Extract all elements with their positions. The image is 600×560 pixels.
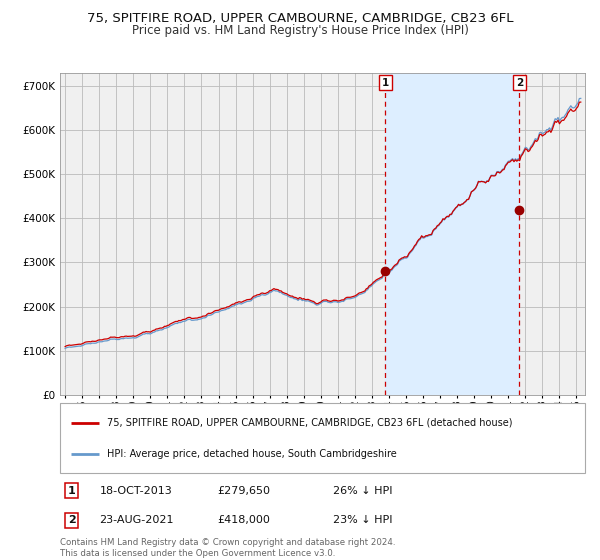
- Text: 75, SPITFIRE ROAD, UPPER CAMBOURNE, CAMBRIDGE, CB23 6FL (detached house): 75, SPITFIRE ROAD, UPPER CAMBOURNE, CAMB…: [107, 418, 513, 428]
- Text: 23-AUG-2021: 23-AUG-2021: [100, 515, 174, 525]
- Text: Price paid vs. HM Land Registry's House Price Index (HPI): Price paid vs. HM Land Registry's House …: [131, 24, 469, 37]
- Text: 2: 2: [68, 515, 76, 525]
- Text: 1: 1: [382, 78, 389, 87]
- Text: 26% ↓ HPI: 26% ↓ HPI: [333, 486, 392, 496]
- Text: 23% ↓ HPI: 23% ↓ HPI: [333, 515, 392, 525]
- Text: This data is licensed under the Open Government Licence v3.0.: This data is licensed under the Open Gov…: [60, 549, 335, 558]
- Text: £279,650: £279,650: [218, 486, 271, 496]
- Text: 75, SPITFIRE ROAD, UPPER CAMBOURNE, CAMBRIDGE, CB23 6FL: 75, SPITFIRE ROAD, UPPER CAMBOURNE, CAMB…: [87, 12, 513, 25]
- Text: £418,000: £418,000: [218, 515, 271, 525]
- Bar: [385, 73, 520, 395]
- Text: 2: 2: [516, 78, 523, 87]
- Text: Contains HM Land Registry data © Crown copyright and database right 2024.: Contains HM Land Registry data © Crown c…: [60, 538, 395, 547]
- FancyBboxPatch shape: [60, 403, 585, 473]
- Text: 18-OCT-2013: 18-OCT-2013: [100, 486, 172, 496]
- Text: HPI: Average price, detached house, South Cambridgeshire: HPI: Average price, detached house, Sout…: [107, 449, 397, 459]
- Text: 1: 1: [68, 486, 76, 496]
